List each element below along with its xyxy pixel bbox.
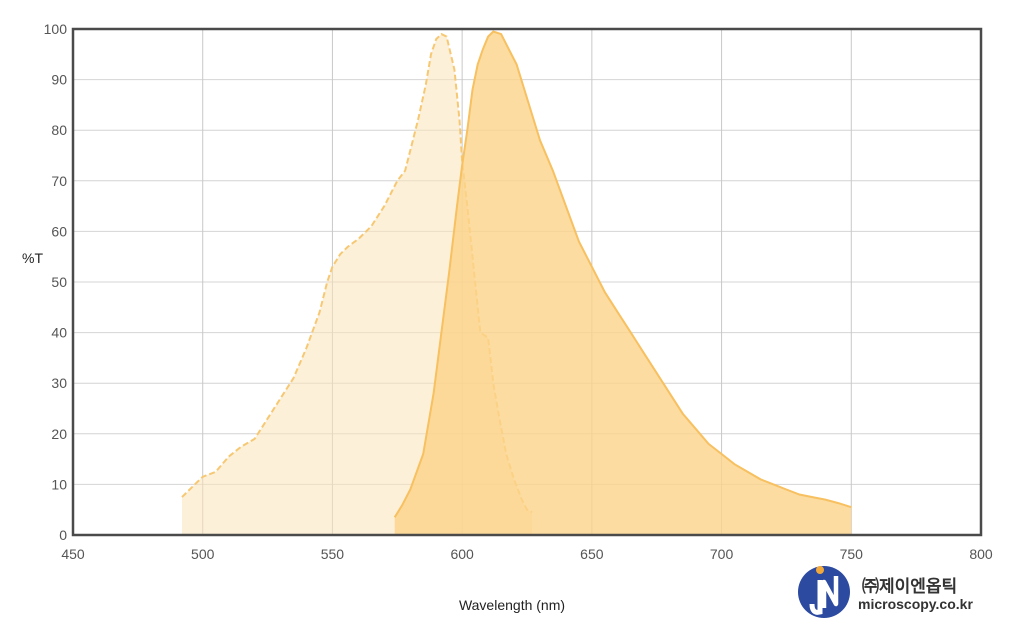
jn-logo-icon — [798, 566, 850, 618]
y-tick-label: 10 — [51, 476, 67, 492]
logo-j-stroke — [809, 580, 823, 615]
x-tick-label: 650 — [580, 546, 604, 562]
x-axis-label: Wavelength (nm) — [459, 597, 565, 613]
x-tick-label: 550 — [321, 546, 345, 562]
series-line-1 — [181, 32, 533, 514]
y-tick-label: 50 — [51, 274, 67, 290]
x-tick-label: 600 — [450, 546, 474, 562]
logo-dot — [816, 566, 824, 574]
logo-n-stroke — [821, 576, 839, 608]
y-tick-label: 0 — [59, 527, 67, 543]
series-line-2 — [393, 30, 852, 518]
y-tick-label: 40 — [51, 325, 67, 341]
y-tick-label: 80 — [51, 122, 67, 138]
x-tick-label: 750 — [840, 546, 864, 562]
y-tick-label: 100 — [44, 21, 68, 37]
x-tick-label: 450 — [61, 546, 85, 562]
company-logo: ㈜제이엔옵틱 microscopy.co.kr — [796, 560, 996, 620]
y-tick-labels: 0 10 20 30 40 50 60 70 80 90 100 — [44, 21, 68, 543]
series-area-2 — [394, 31, 852, 535]
logo-url: microscopy.co.kr — [858, 596, 973, 612]
y-tick-label: 70 — [51, 173, 67, 189]
y-tick-label: 60 — [51, 223, 67, 239]
y-tick-label: 90 — [51, 72, 67, 88]
x-tick-labels: 450 500 550 600 650 700 750 800 — [61, 546, 993, 562]
y-axis-label: %T — [22, 250, 43, 266]
y-tick-label: 30 — [51, 375, 67, 391]
y-tick-label: 20 — [51, 426, 67, 442]
series-layer — [181, 30, 852, 535]
x-tick-label: 800 — [969, 546, 993, 562]
logo-company-name: ㈜제이엔옵틱 — [862, 577, 958, 597]
x-tick-label: 500 — [191, 546, 215, 562]
plot-frame — [71, 27, 983, 537]
x-tick-label: 700 — [710, 546, 734, 562]
